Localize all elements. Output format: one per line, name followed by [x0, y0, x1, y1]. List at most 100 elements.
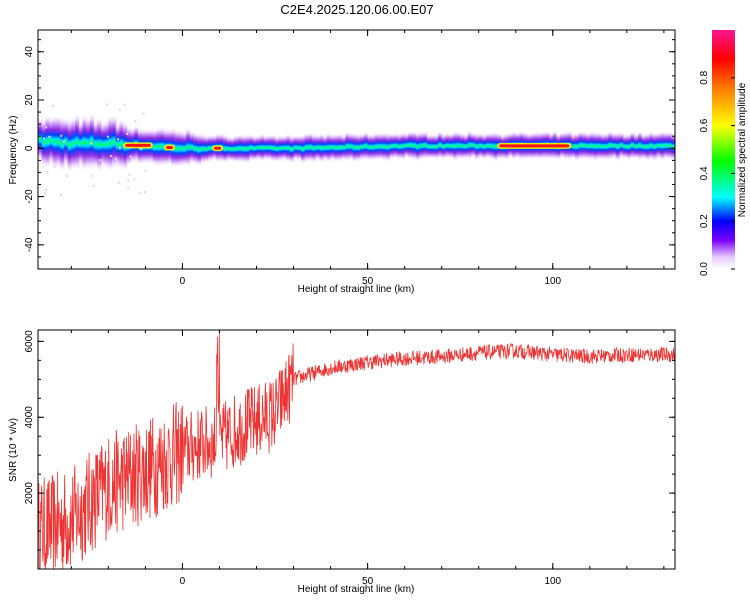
heatmap-column — [263, 134, 269, 161]
heatmap-column — [178, 129, 184, 168]
heatmap-column — [649, 130, 654, 161]
heatmap-column — [208, 134, 213, 163]
heatmap-peak — [214, 146, 222, 150]
heatmap-column — [260, 133, 265, 162]
heatmap-speckle — [127, 180, 130, 183]
heatmap-column — [586, 131, 591, 161]
snr-xlabel: Height of straight line (km) — [298, 584, 415, 595]
heatmap-column — [93, 119, 98, 170]
heatmap-column — [49, 116, 54, 166]
heatmap-column — [45, 113, 50, 169]
heatmap-column — [660, 130, 665, 162]
heatmap-speckle — [117, 138, 120, 141]
heatmap-y-axis: -40 -20 0 20 40 — [24, 39, 675, 270]
y-tick-label: 40 — [24, 46, 35, 58]
heatmap-column — [86, 116, 91, 170]
heatmap-column — [441, 133, 446, 160]
heatmap-column — [615, 131, 621, 162]
heatmap-column — [249, 133, 254, 162]
x-tick-label: 100 — [544, 276, 561, 287]
heatmap-image — [38, 103, 675, 196]
heatmap-column — [160, 126, 165, 167]
heatmap-column — [108, 114, 113, 173]
colorbar-label: Normalized spectral amplitude — [737, 82, 748, 217]
heatmap-column — [256, 134, 261, 161]
y-tick-label: 0 — [24, 145, 35, 151]
heatmap-column — [489, 131, 495, 161]
heatmap-column — [204, 134, 209, 164]
heatmap-speckle — [98, 159, 101, 162]
heatmap-column — [656, 131, 661, 160]
heatmap-column — [71, 116, 76, 171]
heatmap-speckle — [144, 191, 147, 194]
heatmap-column — [334, 133, 339, 163]
colorbar-tick-label: 0.0 — [699, 262, 710, 276]
heatmap-column — [382, 131, 387, 162]
heatmap-column — [637, 130, 643, 161]
heatmap-column — [189, 130, 195, 165]
heatmap-column — [175, 129, 180, 169]
heatmap-column — [63, 117, 69, 167]
heatmap-column — [297, 134, 302, 162]
heatmap-column — [115, 122, 121, 168]
heatmap-column — [445, 132, 450, 159]
heatmap-column — [278, 134, 284, 162]
heatmap-speckle — [45, 126, 48, 129]
heatmap-column — [478, 132, 484, 160]
heatmap-column — [645, 132, 650, 162]
heatmap-column — [386, 132, 391, 162]
heatmap-speckle — [125, 132, 128, 135]
heatmap-column — [423, 130, 428, 160]
x-tick-label: 50 — [362, 276, 374, 287]
heatmap-speckle — [90, 142, 93, 145]
heatmap-column — [319, 132, 324, 163]
heatmap-speckle — [114, 157, 117, 160]
heatmap-column — [434, 133, 439, 160]
heatmap-column — [78, 120, 84, 167]
colorbar-tick-label: 0.2 — [699, 214, 710, 228]
heatmap-column — [237, 133, 243, 163]
heatmap-column — [52, 114, 58, 170]
heatmap-column — [589, 130, 595, 161]
heatmap-column — [671, 132, 675, 161]
heatmap-column — [193, 131, 198, 166]
heatmap-speckle — [77, 163, 80, 166]
colorbar-tick-label: 0.8 — [699, 70, 710, 84]
heatmap-column — [104, 119, 109, 170]
heatmap-column — [308, 131, 313, 163]
y-tick-label: -20 — [24, 189, 35, 204]
heatmap-column — [349, 132, 354, 161]
heatmap-column — [100, 121, 106, 168]
heatmap-column — [600, 132, 606, 161]
colorbar: 0.0 0.2 0.4 0.6 0.8 Normalized spectral ampl… — [699, 30, 748, 276]
heatmap-column — [286, 133, 291, 163]
heatmap-column — [375, 132, 380, 161]
heatmap-speckle — [142, 112, 145, 115]
colorbar-tick-label: 0.4 — [699, 166, 710, 180]
heatmap-column — [356, 133, 361, 162]
heatmap-column — [289, 135, 295, 164]
heatmap-column — [456, 130, 461, 160]
heatmap-column — [663, 131, 669, 160]
heatmap-speckle — [144, 169, 147, 172]
heatmap-column — [419, 130, 424, 161]
heatmap-column — [82, 113, 87, 172]
heatmap-speckle — [51, 104, 54, 107]
heatmap-column — [282, 134, 287, 161]
heatmap-column — [634, 133, 639, 160]
snr-frame — [37, 329, 676, 570]
heatmap-column — [152, 128, 158, 167]
colorbar-gradient — [712, 30, 735, 269]
heatmap-column — [197, 132, 202, 167]
heatmap-column — [652, 131, 658, 162]
y-tick-label: -40 — [24, 237, 35, 252]
heatmap-column — [426, 133, 432, 160]
heatmap-xlabel: Height of straight line (km) — [298, 284, 415, 295]
heatmap-speckle — [133, 178, 136, 181]
y-tick-label: 6000 — [24, 330, 35, 353]
heatmap-column — [230, 136, 235, 163]
heatmap-speckle — [128, 173, 131, 176]
snr-x-axis: 0 50 100 — [70, 330, 665, 587]
heatmap-speckle — [53, 165, 56, 168]
